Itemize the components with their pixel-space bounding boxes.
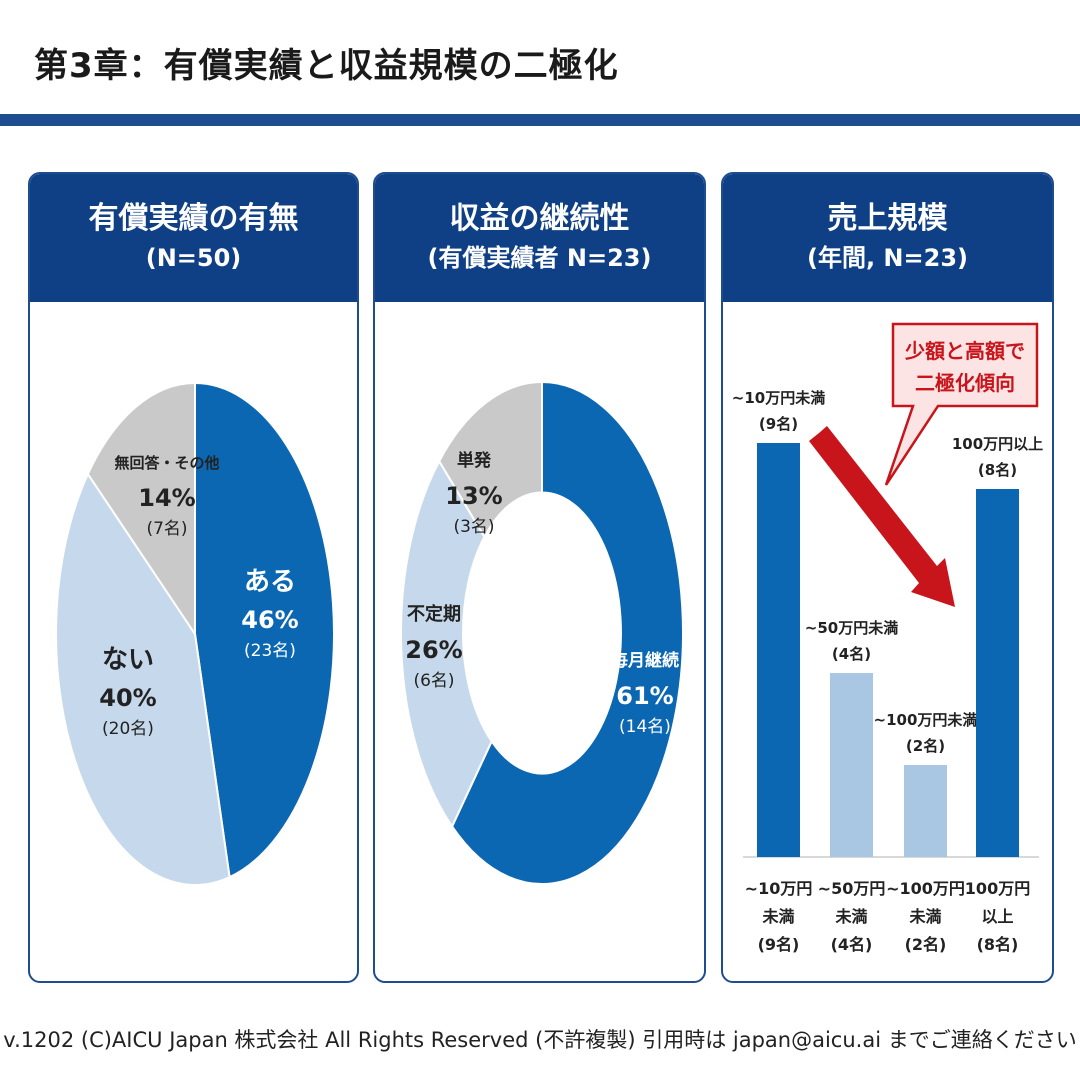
panel-paid-experience: 有償実績の有無 (N=50) ある 46% (23名) ない 40% (20名) 無回答・そ… [28,172,359,983]
panel-subtitle: (N=50) [145,244,242,272]
callout-text-line2: 二極化傾向 [915,371,1015,395]
panel-revenue-continuity: 収益の継続性 (有償実績者 N=23) 毎月継続 61% (14名) 不定期 26% (6… [373,172,706,983]
pie-slice-2 [438,380,543,539]
donut-chart: 毎月継続 61% (14名) 不定期 26% (6名) 単発 13% (3名) [400,380,684,885]
trend-arrow [809,426,955,607]
panel-subtitle: (有償実績者 N=23) [427,244,652,272]
bar-data-count: (4名) [832,645,871,663]
bar-data-count: (9名) [759,415,798,433]
pie-slice-0 [450,380,684,885]
slice-percent: 13% [445,482,502,510]
panel-header: 収益の継続性 (有償実績者 N=23) [375,174,704,302]
pie-slice-1 [400,459,493,829]
slice-percent: 40% [99,684,156,712]
x-tick-label: 100万円 [965,879,1030,898]
bar-data-count: (8名) [978,461,1017,479]
slice-label: 無回答・その他 [114,454,219,472]
slice-label: 不定期 [407,603,461,625]
panel-header: 有償実績の有無 (N=50) [30,174,357,302]
pie-slice-1 [55,471,231,886]
x-tick-label: ~100万円 [886,879,965,898]
slice-percent: 61% [616,682,673,710]
bar-data-count: (2名) [906,737,945,755]
panel-title: 収益の継続性 [449,201,630,236]
x-tick-label: (8名) [977,935,1019,954]
panel-title: 有償実績の有無 [88,201,299,236]
title-divider [0,114,1080,126]
x-tick-label: (2名) [905,935,947,954]
panel-subtitle: (年間, N=23) [806,244,968,272]
bar-3 [976,489,1019,857]
slice-count: (23名) [244,641,296,661]
x-tick-label: (4名) [831,935,873,954]
page-title: 第3章：有償実績と収益規模の二極化 [34,46,619,86]
x-tick-label: 未満 [834,907,867,926]
panel-title: 売上規模 [827,201,948,236]
x-tick-label: (9名) [758,935,800,954]
slice-label: 毎月継続 [611,650,679,671]
slice-label: ない [102,645,154,675]
callout-bubble [884,322,1039,486]
pie-slice-0 [194,381,335,879]
bar-data-label: 100万円以上 [952,435,1043,453]
bar-data-label: ~100万円未満 [874,711,978,729]
bar-chart: ~10万円未満(9名)~10万円未満(9名)~50万円未満(4名)~50万円未満… [732,322,1043,954]
x-tick-label: ~10万円 [745,879,813,898]
slice-count: (20名) [102,719,154,739]
x-tick-label: 以上 [981,907,1013,926]
bar-2 [904,765,947,857]
slice-percent: 46% [241,606,298,634]
copyright-footer: v.1202 (C)AICU Japan 株式会社 All Rights Res… [3,1028,1077,1052]
panel-sales-scale: 売上規模 (年間, N=23) ~10万円未満 (9名) ~10万円 未満 (9名) ~5… [721,172,1054,983]
slice-percent: 26% [405,636,462,664]
bar-0 [757,443,800,857]
pie-chart: ある 46% (23名) ない 40% (20名) 無回答・その他 14% (7名) [55,381,335,886]
slice-label: ある [244,567,296,597]
callout-text-line1: 少額と高額で [904,339,1025,363]
x-tick-label: 未満 [908,907,941,926]
slice-count: (6名) [413,671,454,691]
slice-label: 単発 [457,450,492,471]
bar-data-label: ~50万円未満 [805,619,898,637]
slice-count: (3名) [453,517,494,537]
x-tick-label: ~50万円 [818,879,886,898]
bar-1 [830,673,873,857]
x-tick-label: 未満 [761,907,794,926]
slice-count: (7名) [146,519,187,539]
panel-header: 売上規模 (年間, N=23) [723,174,1052,302]
pie-slice-2 [86,381,196,638]
bar-data-label: ~10万円未満 [732,389,825,407]
slice-count: (14名) [619,717,671,737]
slice-percent: 14% [138,484,195,512]
